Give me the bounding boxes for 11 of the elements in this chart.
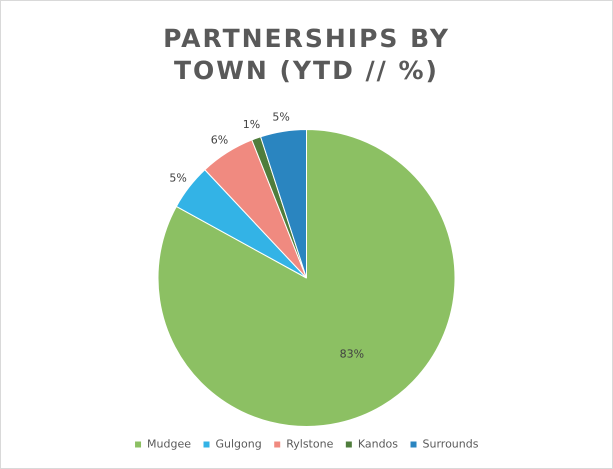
legend-label: Mudgee: [147, 437, 192, 450]
legend-label: Kandos: [358, 437, 398, 450]
data-label: 5%: [272, 110, 290, 124]
data-label: 1%: [242, 118, 260, 131]
legend-label: Rylstone: [286, 437, 334, 450]
legend-label: Surrounds: [422, 437, 479, 450]
data-label: 6%: [210, 134, 228, 147]
data-label: 83%: [340, 348, 364, 361]
chart-title: PARTNERSHIPS BY TOWN (YTD // %): [162, 23, 451, 87]
legend-label: Gulgong: [216, 437, 262, 450]
data-label: 5%: [169, 171, 187, 184]
